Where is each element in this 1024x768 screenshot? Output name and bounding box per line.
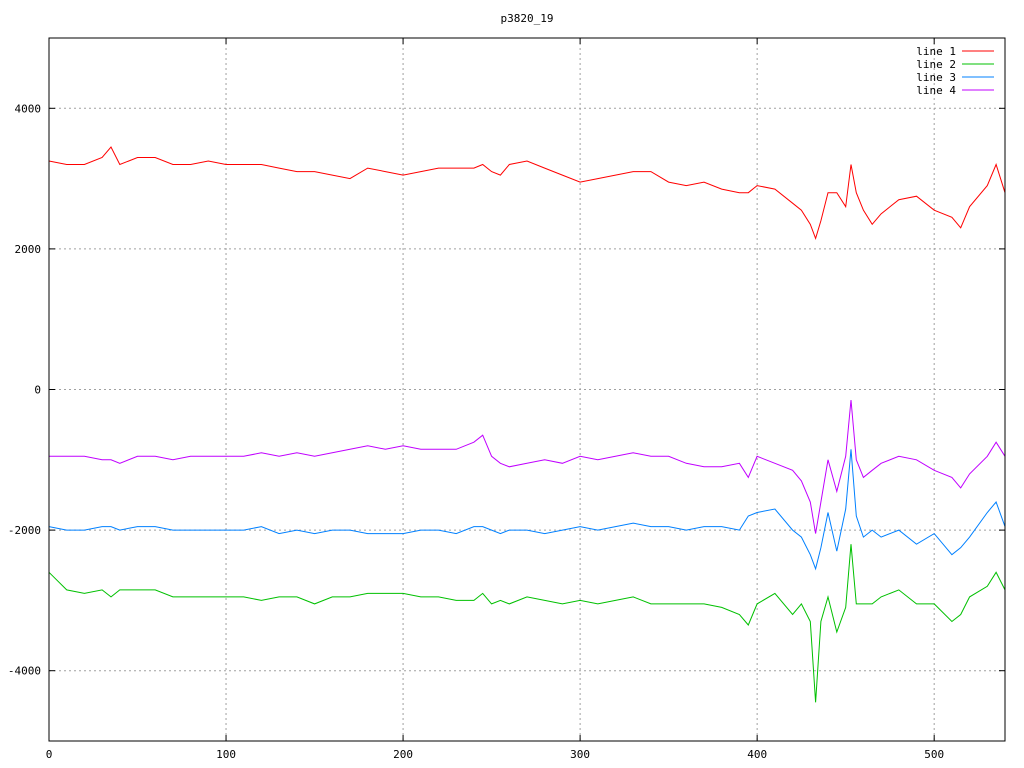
series-line-1	[48, 146, 1006, 240]
legend-label-1: line 1	[916, 45, 956, 58]
series-line-4	[49, 399, 1006, 534]
series-layer	[48, 146, 1006, 703]
y-tick-label: 0	[34, 384, 41, 397]
x-tick-label: 100	[216, 748, 236, 761]
legend-label-2: line 2	[916, 58, 956, 71]
series-line-3	[48, 449, 1006, 571]
plot-frame	[48, 37, 1006, 742]
x-tick-label: 300	[570, 748, 590, 761]
x-tick-label: 0	[46, 748, 53, 761]
axis-ticks: 4000 2000 0 -2000 -4000 0 100 200 300 400 500	[8, 38, 1005, 761]
x-tick-label: 200	[393, 748, 413, 761]
y-tick-label: -2000	[8, 524, 41, 537]
chart-title: p3820_19	[501, 12, 554, 25]
y-tick-label: 4000	[15, 102, 42, 115]
series-line-2	[48, 544, 1006, 703]
y-tick-label: -4000	[8, 665, 41, 678]
legend-label-4: line 4	[916, 84, 956, 97]
x-tick-label: 400	[747, 748, 767, 761]
grid	[48, 38, 1005, 741]
legend-label-3: line 3	[916, 71, 956, 84]
y-tick-label: 2000	[15, 243, 42, 256]
x-tick-label: 500	[924, 748, 944, 761]
